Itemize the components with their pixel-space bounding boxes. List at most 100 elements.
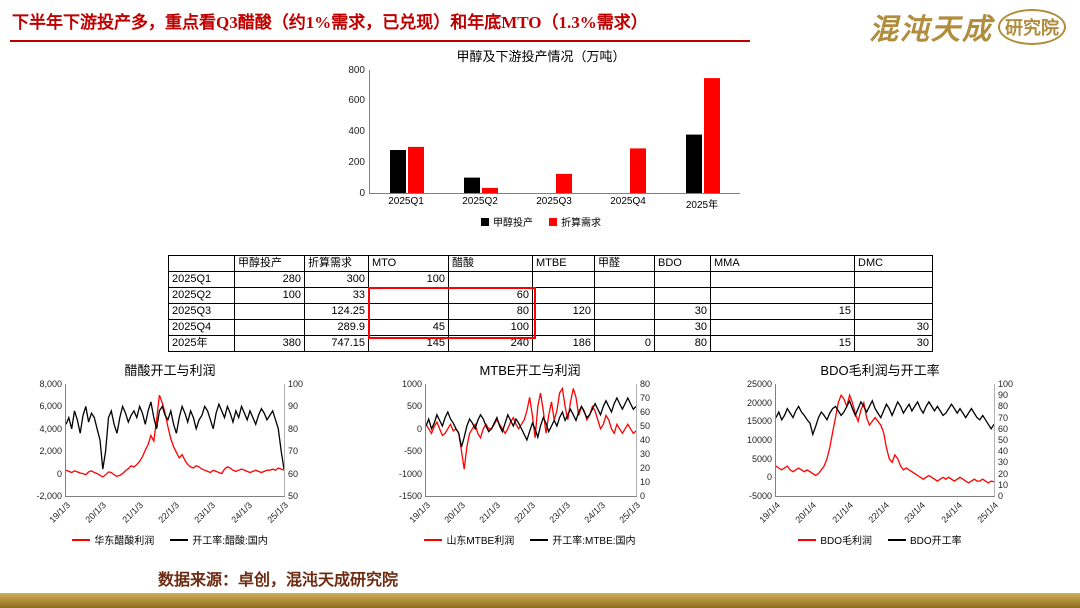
table-cell bbox=[710, 287, 855, 304]
series-acetic-operating-rate bbox=[66, 401, 284, 470]
x-tick-label: 19/1/3 bbox=[47, 500, 73, 525]
legend-label: 折算需求 bbox=[561, 218, 601, 229]
x-tick-label: 20/1/3 bbox=[83, 500, 109, 525]
x-axis: 19/1/4 20/1/4 21/1/4 22/1/4 23/1/4 24/1/4 25/1… bbox=[757, 497, 1030, 529]
table-cell: 300 bbox=[304, 271, 369, 288]
x-tick-label: 19/1/3 bbox=[407, 500, 433, 525]
bar-chart-methanol: 甲醇及下游投产情况（万吨） 800 600 400 200 0 2025Q1 2025Q2… bbox=[335, 46, 747, 229]
table-header-cell: BDO bbox=[654, 255, 711, 272]
table-cell: 45 bbox=[368, 319, 449, 336]
table-row: 2025Q3 124.25 80 120 30 15 bbox=[168, 303, 933, 320]
bar-converted-demand-2025Q1 bbox=[408, 146, 424, 193]
table-cell bbox=[654, 271, 711, 288]
legend-label: 华东醋酸利润 bbox=[94, 536, 155, 547]
x-axis: 19/1/3 20/1/3 21/1/3 22/1/3 23/1/3 24/1/3 25/1… bbox=[407, 497, 680, 529]
series-mtbe-operating-rate bbox=[426, 396, 636, 448]
table-cell: 30 bbox=[854, 319, 933, 336]
x-category-label: 2025Q1 bbox=[388, 196, 424, 207]
y-axis-right: 100 90 80 70 60 50 40 30 20 10 0 bbox=[998, 379, 1014, 501]
table-cell bbox=[854, 271, 933, 288]
table-cell: 747.15 bbox=[304, 335, 369, 352]
table-row: 2025Q2 100 33 60 bbox=[168, 287, 933, 304]
series-acetic-profit bbox=[66, 394, 284, 478]
data-table: 甲醇投产 折算需求 MTO 醋酸 MTBE 甲醛 BDO MMA DMC 2025Q1 280 300… bbox=[168, 255, 933, 352]
summary-table: 甲醇投产 折算需求 MTO 醋酸 MTBE 甲醛 BDO MMA DMC 2025Q1 280 300… bbox=[168, 255, 933, 352]
plot-area bbox=[369, 70, 740, 194]
table-header-cell: 折算需求 bbox=[304, 255, 369, 272]
x-tick-label: 25/1/4 bbox=[975, 500, 1001, 525]
chart-title: 醋酸开工与利润 bbox=[124, 363, 216, 378]
table-cell bbox=[594, 271, 655, 288]
y-axis-left: 800 600 400 200 0 bbox=[348, 64, 365, 199]
x-tick-label: 25/1/3 bbox=[265, 500, 291, 525]
plot-area bbox=[425, 384, 637, 497]
table-cell: 240 bbox=[448, 335, 533, 352]
legend-label: 甲醇投产 bbox=[493, 218, 533, 229]
row-label: 2025Q2 bbox=[168, 287, 235, 304]
legend-label: 山东MTBE利润 bbox=[446, 536, 515, 547]
x-tick-label: 23/1/3 bbox=[192, 500, 218, 525]
table-row: 2025Q4 289.9 45 100 30 30 bbox=[168, 319, 933, 336]
footer-gold-bar bbox=[0, 593, 1080, 608]
table-cell: 120 bbox=[532, 303, 595, 320]
legend-label: 开工率:醋酸:国内 bbox=[192, 536, 268, 547]
x-tick-label: 24/1/4 bbox=[938, 500, 964, 525]
line-chart-mtbe: MTBE开工与利润 1000 500 0 -500 -1000 -1500 80 70 60 5… bbox=[380, 360, 680, 547]
legend-item: 开工率:MTBE:国内 bbox=[530, 532, 636, 547]
chart-legend: BDO毛利润 BDO开工率 bbox=[730, 532, 1030, 547]
bar-converted-demand-2025Q4 bbox=[630, 148, 646, 193]
x-category-label: 2025年 bbox=[685, 200, 719, 211]
legend-label: BDO毛利润 bbox=[820, 536, 872, 547]
legend-item: 甲醇投产 bbox=[481, 214, 533, 229]
legend-marker bbox=[530, 538, 549, 541]
plot-area bbox=[65, 384, 285, 497]
x-axis: 2025Q1 2025Q2 2025Q3 2025Q4 2025年 bbox=[369, 194, 739, 211]
table-cell: 30 bbox=[854, 335, 933, 352]
line-chart-acetic: 醋酸开工与利润 8,000 6,000 4,000 2,000 0 -2,000 100 9… bbox=[20, 360, 320, 547]
x-tick-label: 22/1/3 bbox=[512, 500, 538, 525]
table-cell bbox=[448, 271, 533, 288]
chart-title: 甲醇及下游投产情况（万吨） bbox=[456, 49, 626, 64]
page-title: 下半年下游投产多，重点看Q3醋酸（约1%需求，已兑现）和年底MTO（1.3%需求… bbox=[12, 13, 648, 32]
y-axis-right: 100 90 80 70 60 50 bbox=[288, 379, 304, 501]
table-header-row: 甲醇投产 折算需求 MTO 醋酸 MTBE 甲醛 BDO MMA DMC bbox=[168, 255, 933, 272]
x-tick-label: 21/1/3 bbox=[477, 500, 503, 525]
y-axis-left: 1000 500 0 -500 -1000 -1500 bbox=[398, 379, 422, 501]
table-cell: 100 bbox=[234, 287, 305, 304]
legend-item: 折算需求 bbox=[549, 214, 601, 229]
table-cell bbox=[854, 303, 933, 320]
table-cell: 80 bbox=[448, 303, 533, 320]
table-cell: 30 bbox=[654, 303, 711, 320]
table-cell: 380 bbox=[234, 335, 305, 352]
table-cell bbox=[532, 319, 595, 336]
chart-title: BDO毛利润与开工率 bbox=[820, 363, 940, 378]
x-category-label: 2025Q2 bbox=[462, 196, 498, 207]
series-mtbe-profit bbox=[426, 386, 636, 470]
table-cell bbox=[654, 287, 711, 304]
bar-converted-demand-2025Q3 bbox=[556, 173, 572, 193]
table-cell bbox=[234, 303, 305, 320]
legend-marker bbox=[424, 538, 443, 541]
table-row: 2025年 380 747.15 145 240 186 0 80 15 30 bbox=[168, 335, 933, 352]
x-tick-label: 23/1/3 bbox=[547, 500, 573, 525]
legend-item: 开工率:醋酸:国内 bbox=[170, 532, 268, 547]
table-header-cell: MTBE bbox=[532, 255, 595, 272]
chart-title: MTBE开工与利润 bbox=[479, 363, 581, 378]
table-cell bbox=[710, 319, 855, 336]
legend-label: 开工率:MTBE:国内 bbox=[552, 536, 636, 547]
table-cell bbox=[594, 287, 655, 304]
x-tick-label: 21/1/3 bbox=[119, 500, 145, 525]
legend-item: 山东MTBE利润 bbox=[424, 532, 514, 547]
table-cell: 30 bbox=[654, 319, 711, 336]
table-cell: 100 bbox=[368, 271, 449, 288]
table-cell: 15 bbox=[710, 303, 855, 320]
line-chart-bdo: BDO毛利润与开工率 25000 20000 15000 10000 5000 0 -500… bbox=[730, 360, 1030, 547]
table-cell: 280 bbox=[234, 271, 305, 288]
table-header-cell: DMC bbox=[854, 255, 933, 272]
legend-marker bbox=[888, 538, 906, 541]
x-tick-label: 25/1/3 bbox=[617, 500, 643, 525]
table-cell bbox=[368, 287, 449, 304]
chart-legend: 华东醋酸利润 开工率:醋酸:国内 bbox=[20, 532, 320, 547]
table-header-cell bbox=[168, 255, 235, 272]
bar-converted-demand-2025Q2 bbox=[482, 187, 498, 193]
